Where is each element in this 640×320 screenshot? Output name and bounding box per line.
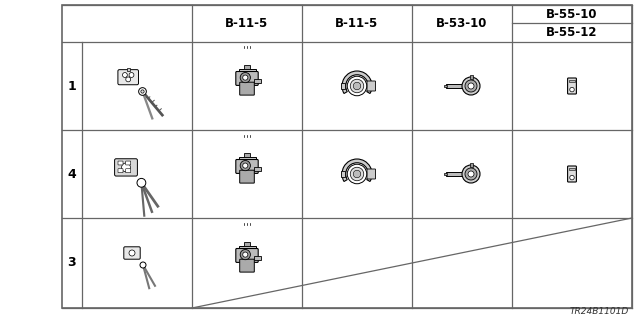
Circle shape	[141, 90, 144, 93]
Circle shape	[137, 179, 146, 187]
Bar	[244, 242, 250, 246]
Bar	[470, 75, 472, 78]
FancyBboxPatch shape	[125, 169, 131, 173]
Text: B-53-10: B-53-10	[436, 17, 488, 30]
Bar	[62, 5, 632, 308]
FancyBboxPatch shape	[115, 159, 138, 176]
Bar	[570, 168, 575, 170]
Bar	[239, 157, 255, 162]
FancyBboxPatch shape	[124, 247, 140, 259]
Circle shape	[139, 88, 147, 95]
Bar	[254, 256, 260, 260]
Circle shape	[122, 163, 131, 172]
Circle shape	[240, 161, 250, 171]
Bar	[470, 163, 472, 166]
Circle shape	[240, 250, 250, 260]
Circle shape	[570, 87, 574, 92]
Bar	[444, 85, 447, 87]
Bar	[254, 167, 260, 171]
FancyBboxPatch shape	[240, 170, 254, 183]
Text: B-11-5: B-11-5	[335, 17, 379, 30]
Text: 4: 4	[68, 167, 76, 180]
FancyBboxPatch shape	[118, 70, 138, 85]
FancyBboxPatch shape	[236, 249, 258, 262]
Text: 3: 3	[68, 257, 76, 269]
Wedge shape	[342, 71, 372, 93]
Text: TR24B1101D: TR24B1101D	[570, 307, 629, 316]
Bar	[244, 153, 250, 157]
Bar	[239, 246, 255, 251]
Bar	[570, 80, 575, 82]
Circle shape	[462, 77, 480, 95]
Bar	[444, 173, 447, 175]
Circle shape	[129, 250, 135, 256]
Circle shape	[350, 79, 364, 93]
Circle shape	[243, 75, 248, 80]
Text: B-55-12: B-55-12	[547, 26, 598, 39]
Circle shape	[468, 171, 474, 177]
Bar	[239, 69, 255, 74]
Bar	[445, 172, 470, 176]
FancyBboxPatch shape	[236, 159, 258, 173]
FancyBboxPatch shape	[568, 166, 577, 182]
Bar	[127, 68, 130, 71]
Circle shape	[348, 164, 367, 184]
FancyBboxPatch shape	[240, 82, 254, 95]
Circle shape	[243, 252, 248, 257]
Circle shape	[240, 73, 250, 83]
Circle shape	[468, 83, 474, 89]
Text: 1: 1	[68, 79, 76, 92]
Circle shape	[243, 163, 248, 168]
Circle shape	[140, 262, 146, 268]
Circle shape	[129, 73, 134, 77]
FancyBboxPatch shape	[240, 259, 254, 272]
FancyBboxPatch shape	[118, 161, 123, 165]
Text: B-11-5: B-11-5	[225, 17, 269, 30]
Bar	[445, 84, 470, 88]
Circle shape	[122, 73, 127, 77]
FancyBboxPatch shape	[367, 169, 376, 179]
Bar	[244, 65, 250, 69]
Circle shape	[465, 80, 477, 92]
Circle shape	[350, 167, 364, 181]
Bar	[340, 171, 345, 177]
FancyBboxPatch shape	[568, 78, 577, 94]
Circle shape	[126, 77, 131, 82]
Circle shape	[348, 76, 367, 96]
FancyBboxPatch shape	[125, 161, 131, 165]
Bar	[254, 79, 260, 83]
Circle shape	[465, 168, 477, 180]
Circle shape	[353, 82, 361, 90]
Bar	[340, 83, 345, 89]
FancyBboxPatch shape	[367, 81, 376, 91]
FancyBboxPatch shape	[236, 71, 258, 85]
Wedge shape	[342, 159, 372, 181]
Circle shape	[570, 175, 574, 180]
FancyBboxPatch shape	[118, 169, 123, 173]
Circle shape	[462, 165, 480, 183]
Text: B-55-10: B-55-10	[547, 7, 598, 20]
Circle shape	[353, 170, 361, 178]
